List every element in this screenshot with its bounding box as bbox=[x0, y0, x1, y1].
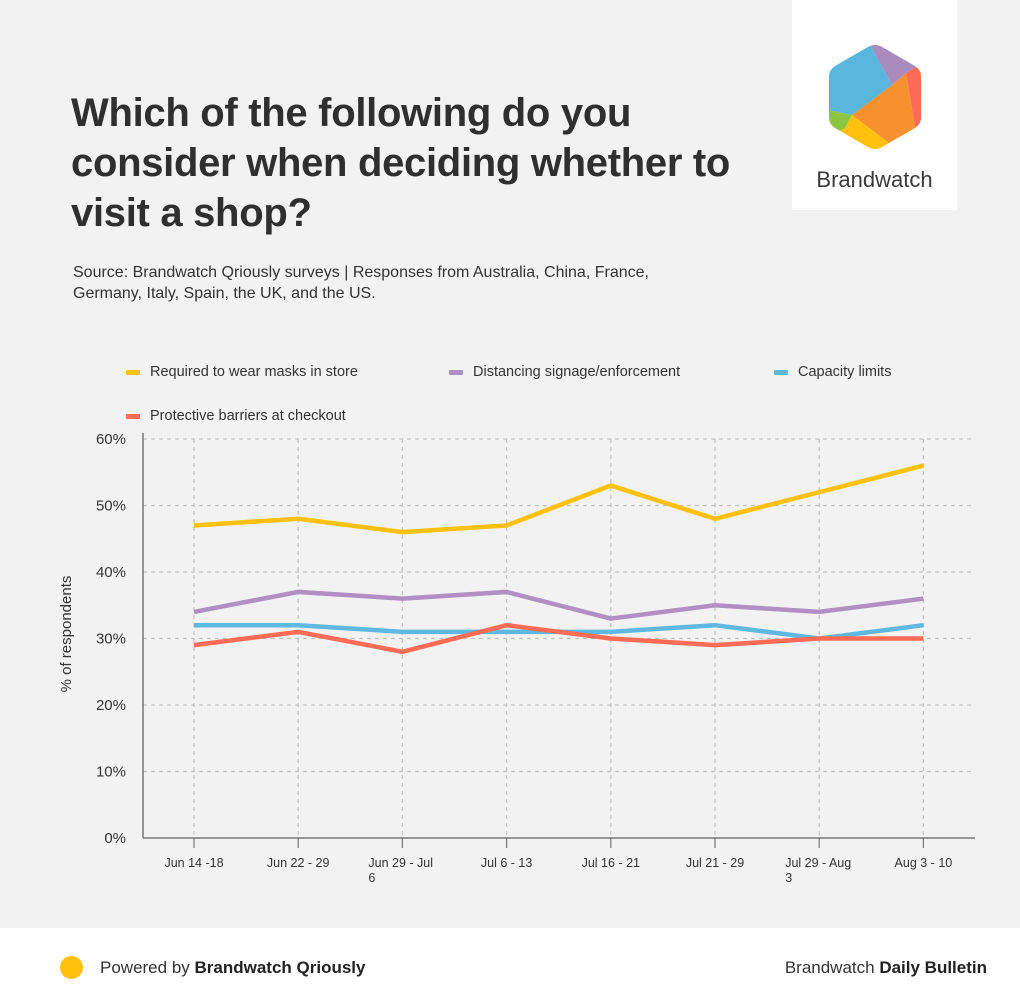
legend-item-barriers: Protective barriers at checkout bbox=[126, 408, 346, 424]
chart-title: Which of the following do you consider w… bbox=[71, 91, 731, 235]
y-tick-label: 20% bbox=[96, 697, 126, 714]
footer: Powered by Brandwatch Qriously Brandwatc… bbox=[0, 928, 1020, 1008]
footer-bulletin-prefix: Brandwatch bbox=[784, 958, 880, 977]
x-tick-label: Jun 14 -18 bbox=[164, 856, 223, 870]
footer-bulletin-name: Daily Bulletin bbox=[879, 958, 987, 977]
footer-powered-brand: Brandwatch Qriously bbox=[194, 958, 366, 977]
x-tick-label: Jul 16 - 21 bbox=[582, 856, 640, 870]
line-chart: 0% 10% 20% 30% 40% 50% 60% Jun 14 -18 Jun 22 - 2… bbox=[58, 431, 975, 885]
x-tick-label: Jun 29 - Jul 6 bbox=[368, 856, 433, 885]
logo-segment-orange bbox=[852, 73, 915, 143]
legend-item-distancing: Distancing signage/enforcement bbox=[449, 364, 680, 380]
brand-logo-card: Brandwatch bbox=[792, 0, 957, 210]
footer-powered-by: Powered by Brandwatch Qriously bbox=[100, 958, 365, 978]
y-tick-label: 30% bbox=[96, 631, 126, 648]
tick-labels: 0% 10% 20% 30% 40% 50% 60% Jun 14 -18 Jun 22 - 2… bbox=[96, 431, 952, 885]
y-tick-label: 10% bbox=[96, 764, 126, 781]
x-tick-label: Aug 3 - 10 bbox=[895, 856, 953, 870]
legend-swatch-distancing bbox=[449, 369, 463, 375]
grid-lines bbox=[143, 438, 975, 838]
series-line-3 bbox=[193, 622, 924, 655]
x-tick-label: Jul 29 - Aug 3 bbox=[785, 856, 851, 885]
legend-swatch-barriers bbox=[126, 413, 140, 419]
y-tick-label: 50% bbox=[96, 498, 126, 515]
legend-item-masks: Required to wear masks in store bbox=[126, 364, 358, 380]
footer-dot-icon bbox=[60, 956, 83, 979]
series-lines bbox=[193, 463, 924, 655]
footer-bulletin: Brandwatch Daily Bulletin bbox=[785, 958, 987, 978]
chart-subtitle: Source: Brandwatch Qriously surveys | Re… bbox=[73, 264, 649, 302]
y-tick-label: 40% bbox=[96, 564, 126, 581]
legend-item-capacity: Capacity limits bbox=[774, 364, 891, 380]
brand-logo-text: Brandwatch bbox=[816, 167, 933, 192]
legend-label-distancing: Distancing signage/enforcement bbox=[473, 364, 681, 380]
series-line-0 bbox=[193, 463, 924, 535]
series-line-1 bbox=[193, 589, 924, 621]
x-tick-label: Jul 6 - 13 bbox=[481, 856, 532, 870]
x-tick-label: Jun 22 - 29 bbox=[267, 856, 330, 870]
axes bbox=[142, 433, 975, 848]
hexagon-logo-icon bbox=[829, 45, 921, 149]
legend-swatch-capacity bbox=[774, 369, 788, 375]
x-tick-label: Jul 21 - 29 bbox=[686, 856, 744, 870]
legend-label-masks: Required to wear masks in store bbox=[150, 364, 358, 380]
legend-label-barriers: Protective barriers at checkout bbox=[150, 408, 346, 424]
y-tick-label: 0% bbox=[104, 830, 126, 847]
y-axis-label: % of respondents bbox=[58, 576, 75, 693]
legend-label-capacity: Capacity limits bbox=[798, 364, 892, 380]
footer-powered-prefix: Powered by bbox=[100, 958, 195, 977]
y-tick-label: 60% bbox=[96, 431, 126, 448]
legend-swatch-masks bbox=[126, 369, 140, 375]
